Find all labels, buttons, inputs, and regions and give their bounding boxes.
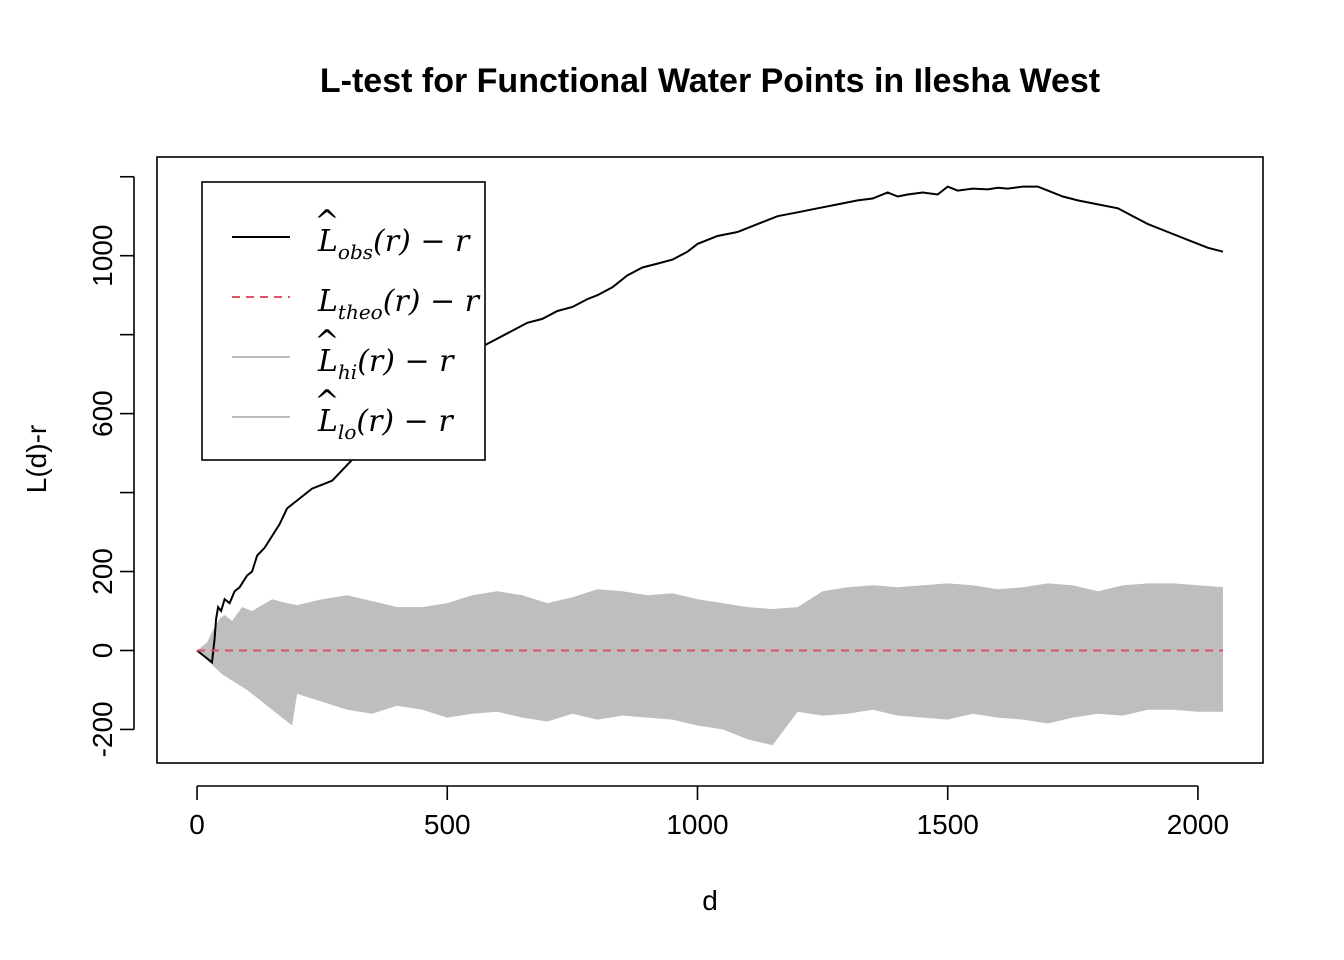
legend-label-base: L [317, 224, 338, 259]
y-axis-label: L(d)-r [21, 425, 52, 493]
legend-hat-mark: ^ [314, 204, 339, 239]
x-axis: 0 500 1000 1500 2000 [189, 785, 1229, 840]
legend-label-base: L [317, 284, 338, 319]
legend-label-hi: Lhi(r) − r [317, 344, 455, 384]
x-tick-label: 0 [189, 809, 205, 840]
legend-label-theo: Ltheo(r) − r [317, 284, 481, 324]
series-line-obs [196, 185, 1224, 665]
legend-label-tail: (r) − r [373, 224, 471, 259]
y-tick-label: 600 [87, 390, 118, 437]
legend-label-obs: Lobs(r) − r [317, 224, 471, 264]
legend-label-base: L [317, 344, 338, 379]
chart-title: L-test for Functional Water Points in Il… [320, 62, 1100, 100]
envelope-layer [197, 583, 1223, 746]
legend-hat-mark: ^ [314, 384, 339, 419]
legend-label-tail: (r) − r [383, 284, 481, 319]
legend-label-tail: (r) − r [357, 344, 455, 379]
envelope-band [197, 583, 1223, 746]
y-axis: -200 0 200 600 1000 [87, 175, 135, 757]
x-tick-label: 2000 [1167, 809, 1229, 840]
legend-box [201, 181, 486, 461]
y-tick-label: 200 [87, 548, 118, 595]
legend-hat-mark: ^ [314, 324, 339, 359]
legend-label-subscript: obs [338, 240, 373, 264]
legend-label-subscript: theo [338, 300, 383, 324]
legend-label-subscript: hi [338, 360, 357, 384]
legend-label-lo: Llo(r) − r [317, 404, 454, 444]
legend-label-subscript: lo [338, 420, 356, 444]
x-tick-label: 1000 [666, 809, 728, 840]
x-tick-label: 1500 [917, 809, 979, 840]
series-layer [196, 185, 1224, 665]
y-tick-label: 1000 [87, 225, 118, 287]
x-axis-label: d [702, 885, 718, 916]
legend-label-tail: (r) − r [356, 404, 454, 439]
legend-label-base: L [317, 404, 338, 439]
y-tick-label: 0 [87, 643, 118, 659]
x-tick-label: 500 [424, 809, 471, 840]
plot-frame [156, 156, 1264, 764]
y-tick-label: -200 [87, 701, 118, 757]
